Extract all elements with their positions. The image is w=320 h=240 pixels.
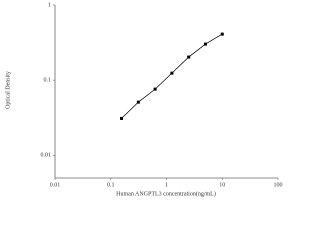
point (220, 32, 224, 36)
y-tick-label: 1 (48, 2, 51, 8)
x-tick-label: 0.01 (50, 182, 61, 188)
point (203, 42, 207, 46)
point (120, 116, 124, 120)
y-tick-label: 0.01 (41, 153, 52, 159)
x-tick-label: 0.1 (107, 182, 115, 188)
point (170, 71, 174, 75)
y-tick-label: 0.1 (44, 78, 52, 84)
x-tick-label: 1 (165, 182, 168, 188)
chart: Optical Density Human ANGPTL3 concentrat… (5, 2, 283, 197)
point (153, 87, 157, 91)
point (136, 100, 140, 104)
y-axis-label: Optical Density (5, 71, 11, 109)
x-axis-label: Human ANGPTL3 concentration(ng/mL) (116, 190, 216, 197)
x-tick-label: 10 (219, 182, 225, 188)
fit-line (121, 33, 223, 119)
point (187, 55, 191, 59)
x-tick-label: 100 (274, 182, 283, 188)
